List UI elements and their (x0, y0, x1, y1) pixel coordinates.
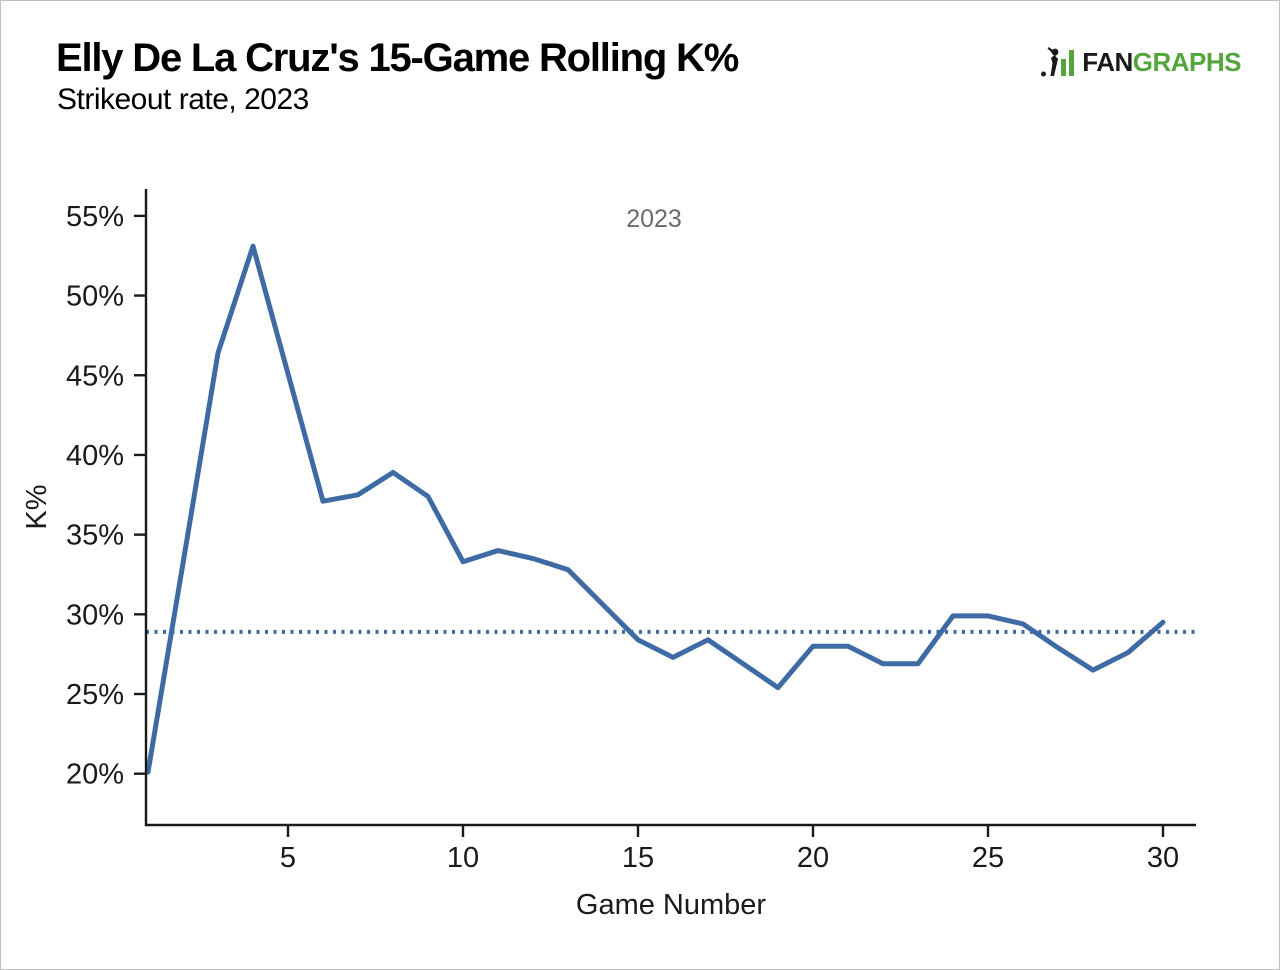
fangraphs-logo-text: FANGRAPHS (1082, 47, 1241, 78)
y-axis-title: K% (21, 484, 53, 529)
chart-subtitle: Strikeout rate, 2023 (57, 83, 309, 116)
series-year-label: 2023 (626, 205, 682, 233)
y-tick-label: 25% (66, 679, 124, 711)
x-axis-title: Game Number (576, 889, 767, 921)
x-tick-label: 25 (972, 842, 1004, 874)
y-tick-label: 35% (66, 520, 124, 552)
y-tick-label: 55% (66, 201, 124, 233)
x-tick-label: 30 (1147, 842, 1179, 874)
fangraphs-logo: FANGRAPHS (1040, 45, 1242, 79)
x-tick-label: 20 (797, 842, 829, 874)
y-tick-label: 40% (66, 440, 124, 472)
x-tick-label: 15 (622, 842, 654, 874)
fangraphs-batter-icon (1041, 47, 1075, 77)
k-percent-series-line (145, 243, 1166, 775)
logo-graphs-text: GRAPHS (1132, 46, 1242, 77)
chart-title: Elly De La Cruz's 15-Game Rolling K% (56, 36, 739, 80)
y-tick-label: 30% (66, 599, 124, 631)
x-tick-label: 5 (280, 842, 296, 874)
y-tick-label: 20% (66, 759, 124, 791)
y-tick-label: 50% (66, 281, 124, 313)
logo-fan-text: FAN (1082, 46, 1133, 77)
x-tick-label: 10 (447, 842, 479, 874)
y-tick-label: 45% (66, 360, 124, 392)
